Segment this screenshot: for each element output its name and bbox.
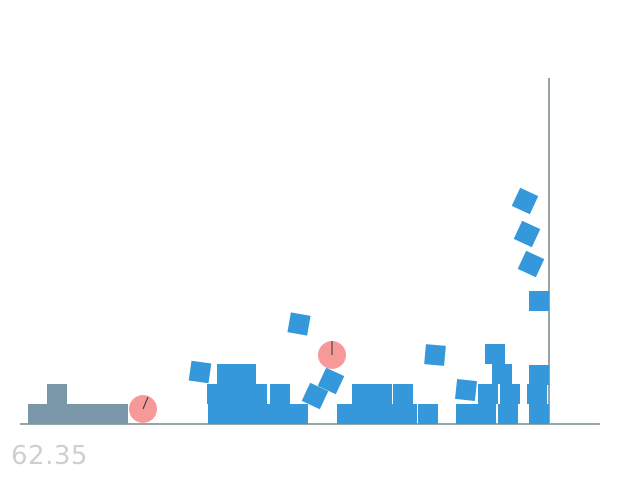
box (236, 364, 256, 384)
box (456, 404, 476, 424)
box (500, 384, 520, 404)
box (492, 364, 512, 384)
box-stack-left (188, 360, 308, 424)
box (188, 360, 212, 384)
box-stack-middle (287, 312, 446, 424)
box (317, 367, 345, 395)
box (455, 379, 477, 401)
box (513, 220, 541, 248)
box (217, 364, 237, 384)
box (352, 384, 372, 404)
box (478, 384, 498, 404)
box (393, 384, 413, 404)
box (511, 187, 539, 215)
box (418, 404, 438, 424)
box (372, 384, 392, 404)
box (529, 365, 549, 385)
box (529, 404, 549, 424)
launcher-platform (28, 404, 128, 424)
box (248, 404, 268, 424)
timer-readout: 62.35 (11, 441, 88, 471)
box (397, 404, 417, 424)
box (485, 344, 505, 364)
box (270, 384, 290, 404)
box (288, 404, 308, 424)
ball-left (129, 395, 157, 423)
ball-middle (318, 341, 346, 369)
box (207, 384, 227, 404)
box (247, 384, 267, 404)
launcher-block (47, 384, 67, 404)
box (476, 404, 496, 424)
box (208, 404, 228, 424)
box (377, 404, 397, 424)
box (301, 382, 329, 410)
ball-left-rotation-marker (142, 396, 149, 410)
box-stack-right (455, 187, 549, 424)
box (424, 344, 446, 366)
box (268, 404, 288, 424)
box (287, 312, 311, 336)
box (517, 250, 545, 278)
box (228, 404, 248, 424)
box (498, 404, 518, 424)
box (337, 404, 357, 424)
box (529, 291, 549, 311)
box (227, 384, 247, 404)
box (357, 404, 377, 424)
box (527, 384, 547, 404)
